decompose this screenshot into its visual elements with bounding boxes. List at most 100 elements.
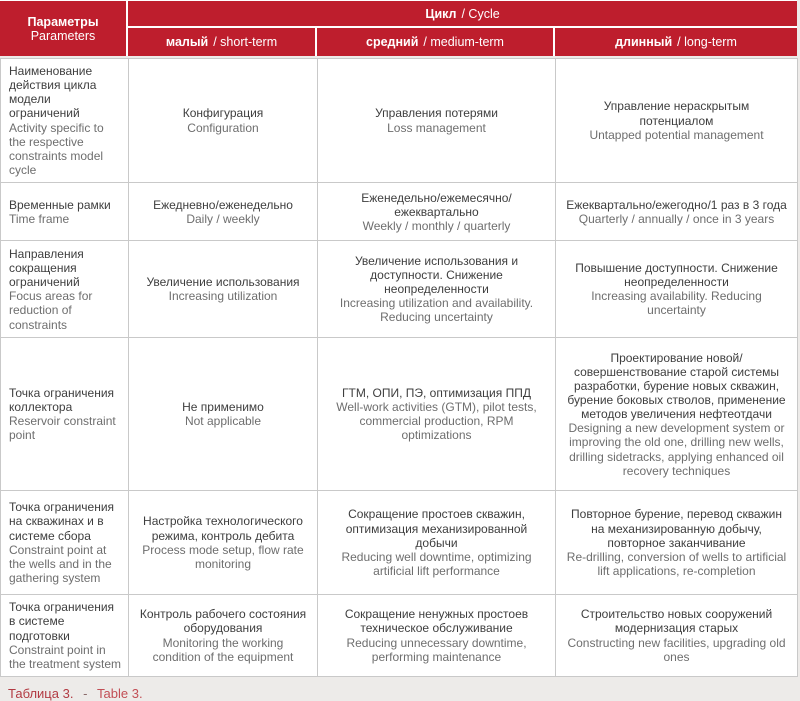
short-term-cell: Контроль рабочего состояния оборудования…: [128, 594, 318, 678]
short-term-cell: Настройка технологического режима, контр…: [128, 490, 318, 596]
header-cycle-en: / Cycle: [461, 6, 500, 21]
header-parameters-en: Parameters: [30, 28, 96, 43]
table-header: Параметры Parameters Цикл / Cycle малый …: [0, 0, 797, 56]
header-long-term-cell: длинный / long-term: [555, 28, 797, 56]
table-row: Точка ограничения в системе подготовки C…: [0, 594, 798, 678]
cell-ru: Управление нераскрытым потенциалом: [603, 99, 750, 128]
cell-ru: Точка ограничения на скважинах и в систе…: [9, 500, 115, 543]
header-parameters-cell: Параметры Parameters: [0, 1, 126, 56]
header-cycle-group: Цикл / Cycle малый / short-term средний …: [128, 1, 797, 56]
cell-ru: Ежеквартально/ежегодно/1 раз в 3 года: [566, 197, 787, 212]
cell-ru: Увеличение использования и доступности. …: [354, 253, 519, 297]
cell-en: Constructing new facilities, upgrading o…: [567, 635, 786, 664]
cell-en: Reducing well downtime, optimizing artif…: [341, 549, 532, 578]
cell-ru: Контроль рабочего состояния оборудования: [139, 607, 307, 636]
cell-en: Reducing unnecessary downtime, performin…: [346, 635, 527, 664]
cell-ru: Сокращение простоев скважин, оптимизация…: [345, 507, 528, 550]
header-medium-term-en: / medium-term: [423, 35, 504, 49]
medium-term-cell: Сокращение ненужных простоев техническое…: [317, 594, 556, 678]
row-label-cell: Точка ограничения на скважинах и в систе…: [0, 490, 129, 596]
short-term-cell: Увеличение использования Increasing util…: [128, 240, 318, 339]
cell-en: Well-work activities (GTM), pilot tests,…: [336, 400, 537, 443]
cell-ru: Направления сокращения ограничений: [9, 246, 84, 290]
cell-en: Weekly / monthly / quarterly: [362, 218, 511, 233]
header-cycle-cell: Цикл / Cycle: [128, 1, 797, 26]
cell-en: Daily / weekly: [186, 211, 260, 226]
row-label-cell: Наименование действия цикла модели огран…: [0, 57, 129, 184]
row-label-cell: Точка ограничения коллектора Reservoir c…: [0, 337, 129, 492]
cell-ru: Сокращение ненужных простоев техническое…: [344, 607, 529, 636]
header-short-term-cell: малый / short-term: [128, 28, 315, 56]
header-medium-term-cell: средний / medium-term: [317, 28, 553, 56]
cell-en: Not applicable: [184, 414, 262, 429]
long-term-cell: Строительство новых сооружений модерниза…: [555, 594, 798, 678]
long-term-cell: Повторное бурение, перевод скважин на ме…: [555, 490, 798, 596]
cell-ru: Временные рамки: [9, 197, 111, 212]
cell-ru: Точка ограничения в системе подготовки: [9, 600, 115, 643]
header-subcolumns: малый / short-term средний / medium-term…: [128, 28, 797, 56]
cell-ru: Повторное бурение, перевод скважин на ме…: [571, 507, 782, 550]
cell-ru: Еженедельно/ежемесячно/ ежеквартально: [361, 190, 512, 219]
header-long-term-ru: длинный: [615, 35, 673, 49]
cell-ru: Проектирование новой/ совершенствование …: [567, 350, 786, 422]
header-long-term-en: / long-term: [677, 35, 737, 49]
caption-en: Table 3.: [97, 686, 143, 701]
cell-en: Focus areas for reduction of constraints: [9, 289, 93, 332]
cell-ru: Повышение доступности. Снижение неопреде…: [575, 260, 778, 290]
cell-ru: Настройка технологического режима, контр…: [143, 514, 303, 543]
cell-en: Constraint point in the treatment system: [9, 642, 122, 671]
header-cycle-ru: Цикл: [425, 6, 457, 21]
cell-en: Quarterly / annually / once in 3 years: [578, 211, 775, 226]
cell-ru: Увеличение использования: [146, 275, 300, 290]
short-term-cell: Конфигурация Configuration: [128, 57, 318, 184]
cell-ru: Наименование действия цикла модели огран…: [9, 64, 97, 121]
long-term-cell: Повышение доступности. Снижение неопреде…: [555, 240, 798, 339]
cell-en: Reservoir constraint point: [9, 414, 116, 443]
cell-ru: Не применимо: [182, 400, 264, 415]
row-label-cell: Направления сокращения ограничений Focus…: [0, 240, 129, 339]
table-row: Наименование действия цикла модели огран…: [0, 57, 798, 184]
table-body: Наименование действия цикла модели огран…: [0, 57, 798, 678]
cell-en: Untapped potential management: [589, 127, 764, 142]
medium-term-cell: ГТМ, ОПИ, ПЭ, оптимизация ППД Well-work …: [317, 337, 556, 492]
table-row: Точка ограничения на скважинах и в систе…: [0, 490, 798, 596]
caption-separator: -: [83, 686, 88, 701]
short-term-cell: Не применимо Not applicable: [128, 337, 318, 492]
cell-en: Configuration: [187, 120, 259, 135]
header-short-term-ru: малый: [165, 35, 209, 49]
medium-term-cell: Увеличение использования и доступности. …: [317, 240, 556, 339]
cell-en: Time frame: [9, 211, 70, 226]
cell-ru: ГТМ, ОПИ, ПЭ, оптимизация ППД: [342, 385, 531, 400]
cell-ru: Управления потерями: [375, 106, 498, 121]
cell-ru: Строительство новых сооружений модерниза…: [580, 607, 773, 636]
header-short-term-en: / short-term: [213, 35, 278, 49]
cell-ru: Точка ограничения коллектора: [9, 385, 115, 415]
cell-en: Re-drilling, conversion of wells to arti…: [566, 549, 787, 578]
cell-en: Increasing utilization: [168, 289, 278, 304]
cell-en: Increasing utilization and availability.…: [339, 296, 534, 325]
medium-term-cell: Сокращение простоев скважин, оптимизация…: [317, 490, 556, 596]
table-caption: Таблица 3. - Table 3.: [0, 677, 797, 701]
medium-term-cell: Еженедельно/ежемесячно/ ежеквартально We…: [317, 182, 556, 242]
cell-en: Activity specific to the respective cons…: [9, 120, 104, 178]
cell-en: Loss management: [387, 120, 486, 135]
caption-ru: Таблица 3.: [8, 686, 74, 701]
long-term-cell: Ежеквартально/ежегодно/1 раз в 3 года Qu…: [555, 182, 798, 242]
cell-en: Increasing availability. Reducing uncert…: [591, 289, 762, 318]
cell-en: Designing a new development system or im…: [568, 421, 785, 478]
cell-en: Monitoring the working condition of the …: [152, 635, 294, 664]
table-row: Временные рамки Time frame Ежедневно/еже…: [0, 182, 798, 242]
short-term-cell: Ежедневно/еженедельно Daily / weekly: [128, 182, 318, 242]
cell-ru: Ежедневно/еженедельно: [153, 197, 293, 212]
row-label-cell: Временные рамки Time frame: [0, 182, 129, 242]
table-row: Направления сокращения ограничений Focus…: [0, 240, 798, 339]
long-term-cell: Управление нераскрытым потенциалом Untap…: [555, 57, 798, 184]
long-term-cell: Проектирование новой/ совершенствование …: [555, 337, 798, 492]
cell-en: Process mode setup, flow rate monitoring: [142, 542, 304, 571]
header-parameters-ru: Параметры: [27, 14, 99, 29]
cell-en: Constraint point at the wells and in the…: [9, 542, 112, 586]
cell-ru: Конфигурация: [182, 106, 264, 121]
row-label-cell: Точка ограничения в системе подготовки C…: [0, 594, 129, 678]
table-row: Точка ограничения коллектора Reservoir c…: [0, 337, 798, 492]
